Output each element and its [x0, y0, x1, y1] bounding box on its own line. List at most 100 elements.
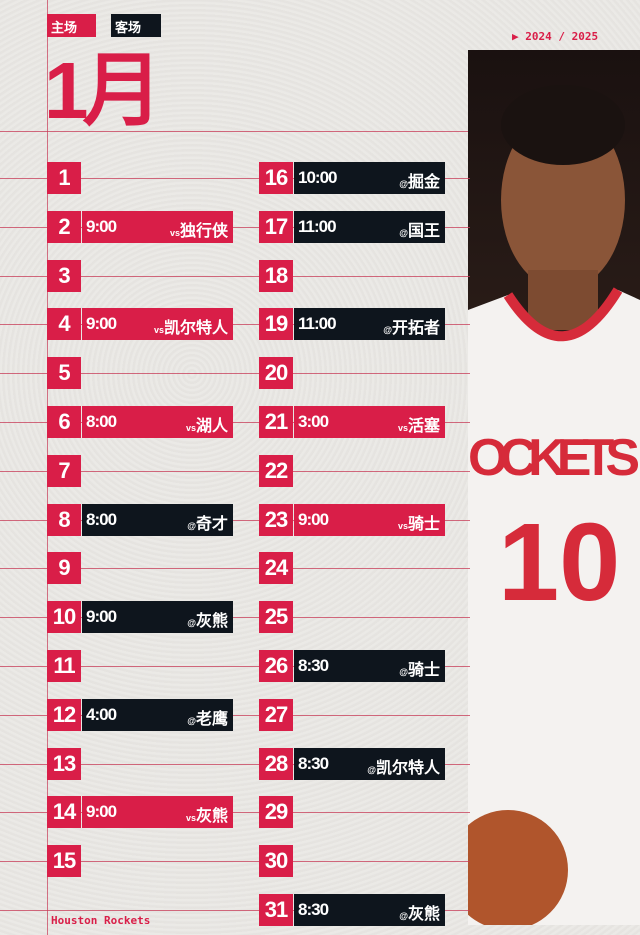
- game-time: 4:00: [86, 704, 117, 724]
- game-time: 11:00: [298, 216, 337, 236]
- row-line: [0, 763, 470, 765]
- opponent: vs凯尔特人: [154, 314, 228, 338]
- day-number: 26: [259, 650, 293, 682]
- game-prefix: @: [367, 764, 376, 775]
- opponent-name: 开拓者: [391, 320, 440, 338]
- team-name-footer: Houston Rockets: [51, 914, 151, 927]
- day-number: 9: [47, 552, 81, 585]
- game-away: 11:00 @开拓者: [294, 308, 445, 341]
- day-number: 7: [47, 454, 81, 487]
- game-time: 8:00: [86, 509, 117, 529]
- game-time: 9:00: [86, 314, 117, 334]
- day-number: 5: [47, 357, 81, 390]
- game-away: 4:00 @老鹰: [82, 698, 233, 731]
- game-away: 10:00 @掘金: [294, 162, 445, 194]
- row-line: [0, 178, 470, 179]
- day-number: 13: [47, 747, 81, 780]
- game-home: 3:00 vs活塞: [294, 406, 445, 438]
- game-prefix: @: [187, 520, 196, 531]
- opponent: vs活塞: [398, 412, 440, 436]
- opponent: @灰熊: [399, 900, 440, 924]
- game-time: 8:30: [298, 900, 329, 919]
- opponent: @国王: [399, 217, 440, 241]
- day-number: 10: [47, 601, 81, 634]
- day-number: 16: [259, 162, 293, 194]
- opponent: @凯尔特人: [367, 754, 440, 778]
- opponent: vs骑士: [398, 510, 440, 534]
- day-number: 11: [47, 650, 81, 682]
- day-number: 20: [259, 357, 293, 390]
- day-number: 29: [259, 796, 293, 829]
- row-line: [0, 373, 470, 375]
- game-home: 9:00 vs凯尔特人: [82, 308, 233, 341]
- opponent: vs独行侠: [170, 217, 228, 241]
- game-home: 8:00 vs湖人: [82, 406, 233, 438]
- day-number: 8: [47, 503, 81, 536]
- game-prefix: vs: [169, 227, 180, 238]
- game-home: 9:00 vs独行侠: [82, 210, 233, 243]
- game-time: 9:00: [86, 802, 117, 822]
- legend-away: 客场: [111, 14, 161, 37]
- opponent-name: 凯尔特人: [375, 759, 440, 777]
- game-home: 9:00 vs灰熊: [82, 796, 233, 829]
- game-prefix: vs: [397, 520, 408, 531]
- row-line: [0, 666, 470, 667]
- row-line: [0, 275, 470, 277]
- day-number: 27: [259, 698, 293, 731]
- day-number: 25: [259, 601, 293, 634]
- game-prefix: vs: [153, 325, 164, 336]
- opponent-name: 独行侠: [179, 222, 228, 240]
- game-prefix: @: [187, 618, 196, 629]
- day-number: 6: [47, 406, 81, 438]
- day-number: 21: [259, 406, 293, 438]
- game-time: 11:00: [298, 314, 337, 334]
- opponent-name: 灰熊: [195, 808, 228, 826]
- svg-text:10: 10: [498, 501, 620, 624]
- game-away: 8:30 @凯尔特人: [294, 747, 445, 780]
- game-prefix: @: [399, 179, 408, 189]
- day-number: 31: [259, 894, 293, 926]
- day-number: 18: [259, 259, 293, 292]
- day-number: 22: [259, 454, 293, 487]
- opponent-name: 骑士: [407, 515, 440, 533]
- row-line: [0, 568, 470, 570]
- opponent-name: 奇才: [195, 515, 228, 533]
- opponent-name: 活塞: [407, 418, 440, 435]
- day-number: 23: [259, 503, 293, 536]
- row-line: [0, 470, 470, 472]
- opponent-name: 灰熊: [195, 613, 228, 631]
- day-number: 14: [47, 796, 81, 829]
- row-line: [0, 519, 470, 521]
- day-number: 3: [47, 259, 81, 292]
- game-time: 8:00: [86, 412, 117, 431]
- day-number: 19: [259, 308, 293, 341]
- row-line: [0, 861, 470, 863]
- opponent: @老鹰: [187, 705, 228, 729]
- header-line: [0, 131, 470, 132]
- game-prefix: @: [383, 325, 392, 336]
- legend-home: 主场: [47, 14, 96, 37]
- row-line: [0, 714, 470, 716]
- opponent-name: 湖人: [195, 418, 228, 435]
- svg-text:OCKETS: OCKETS: [468, 429, 640, 487]
- game-time: 3:00: [298, 412, 329, 431]
- opponent: @灰熊: [187, 607, 228, 631]
- opponent-name: 凯尔特人: [163, 320, 228, 338]
- game-prefix: vs: [397, 423, 408, 433]
- row-line: [0, 324, 470, 326]
- game-prefix: @: [399, 667, 408, 677]
- opponent-name: 灰熊: [407, 906, 440, 923]
- opponent-name: 国王: [407, 222, 440, 240]
- game-away: 8:30 @灰熊: [294, 894, 445, 926]
- player-photo: OCKETS 10: [468, 50, 640, 925]
- game-prefix: @: [399, 227, 408, 238]
- game-time: 10:00: [298, 168, 337, 187]
- day-number: 24: [259, 552, 293, 585]
- opponent-name: 掘金: [407, 174, 440, 191]
- game-away: 8:30 @骑士: [294, 650, 445, 682]
- opponent: vs灰熊: [186, 802, 228, 826]
- game-time: 8:30: [298, 753, 329, 773]
- game-time: 9:00: [298, 509, 329, 529]
- opponent: @开拓者: [383, 314, 440, 338]
- game-away: 9:00 @灰熊: [82, 601, 233, 634]
